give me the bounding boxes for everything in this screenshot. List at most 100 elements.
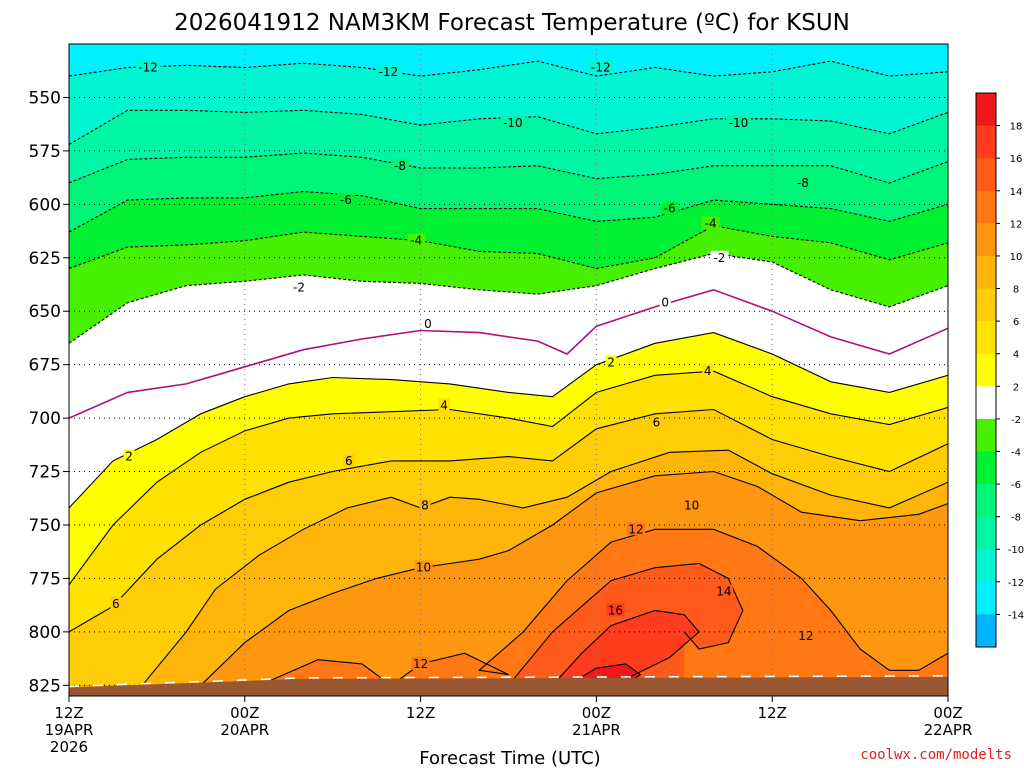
colorbar-swatch [976, 190, 996, 224]
y-tick-label: 750 [29, 516, 61, 536]
isotherm-14 [508, 562, 744, 686]
x-axis: 12Z 19APR 2026 00Z 20APR 12Z 00Z 21APR 12Z 00Z 22A… [45, 696, 973, 756]
chart-title: 2026041912 NAM3KM Forecast Temperature (… [174, 10, 850, 36]
y-tick-label: 675 [29, 356, 61, 376]
credit-text: coolwx.com/modelts [860, 747, 1012, 763]
isotherm--12 [69, 60, 948, 77]
isotherm-6 [69, 408, 948, 633]
y-axis: 550 575 600 625 650 675 700 725 750 775 800 825 [29, 88, 69, 696]
colorbar-swatch [976, 353, 996, 387]
temperature-fill [69, 44, 948, 696]
colorbar-label: 2 [1013, 382, 1019, 393]
colorbar-swatch [976, 321, 996, 355]
colorbar-swatch [976, 93, 996, 127]
contour-label: 0 [661, 296, 669, 310]
colorbar-swatch [976, 581, 996, 615]
x-tick-label: 00Z 22APR [924, 704, 973, 739]
isotherm-2 [69, 332, 948, 509]
contour-labels: -12 -12 -12 -10 -10 -8 -8 -6 -6 -4 -4 -2 -2 0 0 2 2 4 4 6 6 6… [110, 60, 815, 671]
colorbar-swatch [976, 223, 996, 257]
contour-label-bg [407, 233, 426, 247]
x-tick-label: 12Z [406, 704, 435, 722]
contour-label-bg [714, 584, 733, 598]
x-tick-label: 12Z 19APR 2026 [45, 704, 94, 756]
contour-label-bg [793, 175, 812, 189]
contour-label: 16 [608, 603, 623, 617]
colorbar-label: -12 [1008, 578, 1024, 589]
colorbar-swatch [976, 158, 996, 192]
y-tick-label: 725 [29, 463, 61, 483]
isotherm--6 [69, 190, 948, 233]
colorbar-label: 8 [1013, 285, 1019, 296]
y-tick-label: 625 [29, 249, 61, 269]
colorbar-label: -2 [1011, 415, 1021, 426]
colorbar-label: -10 [1008, 545, 1024, 556]
colorbar-swatch [976, 549, 996, 583]
contour-label-bg [343, 453, 355, 467]
colorbar-label: 14 [1010, 187, 1023, 198]
contour-label: -12 [379, 65, 399, 79]
colorbar-swatch [976, 516, 996, 550]
colorbar-swatch [976, 386, 996, 420]
y-tick-label: 700 [29, 409, 61, 429]
colorbar-swatch [976, 288, 996, 322]
contour-label-bg [605, 355, 617, 369]
colorbar-label: 10 [1010, 252, 1023, 263]
contour-label-bg [702, 364, 714, 378]
contour-label: 10 [416, 561, 431, 575]
colorbar-swatch [976, 614, 996, 648]
contour-label: 0 [424, 317, 432, 331]
colorbar-swatch [976, 451, 996, 485]
contour-label: -4 [410, 234, 422, 248]
x-axis-label: Forecast Time (UTC) [419, 748, 600, 768]
contour-label: 6 [653, 415, 661, 429]
contour-label: -8 [394, 159, 406, 173]
contour-label-bg [660, 201, 679, 215]
colorbar: 18 16 14 12 10 8 6 4 2 -2 -4 -6 -8 -10 -12 -14 [975, 92, 1024, 648]
contour-label-bg [123, 449, 135, 463]
contour-label-bg [375, 64, 401, 78]
isotherm--4 [69, 225, 948, 270]
isotherm--2 [69, 252, 948, 344]
colorbar-label: 4 [1013, 350, 1019, 361]
terrain-ground [69, 676, 948, 696]
contour-label-bg [500, 116, 526, 130]
colorbar-swatch [976, 418, 996, 452]
colorbar-label: 6 [1013, 317, 1019, 328]
colorbar-label: 18 [1010, 122, 1023, 133]
contour-label-bg [650, 415, 662, 429]
terrain [69, 675, 948, 696]
contour-label: 6 [345, 454, 353, 468]
contour-label: 4 [440, 398, 448, 412]
contour-label: -12 [138, 61, 158, 75]
colorbar-label: -8 [1011, 513, 1021, 524]
contour-label: -6 [340, 193, 352, 207]
contour-label-bg [422, 317, 434, 331]
y-tick-label: 825 [29, 676, 61, 696]
y-tick-label: 775 [29, 569, 61, 589]
contour-label: 8 [421, 499, 429, 513]
contour-label: -12 [591, 61, 611, 75]
colorbar-swatch [976, 125, 996, 159]
contour-label: 2 [125, 450, 133, 464]
contour-label-bg [682, 498, 701, 512]
contour-label: -10 [503, 116, 523, 130]
colorbar-label: -4 [1011, 447, 1021, 458]
isotherm-4 [69, 370, 948, 586]
isotherm-0 [69, 288, 948, 419]
contour-label-bg [110, 597, 122, 611]
isotherm--8 [69, 152, 948, 184]
y-tick-label: 600 [29, 195, 61, 215]
colorbar-swatch [976, 255, 996, 290]
contour-label: 12 [413, 657, 428, 671]
contour-label-bg [588, 60, 614, 74]
contour-label-bg [135, 60, 161, 74]
contour-label-bg [659, 295, 671, 309]
y-tick-label: 575 [29, 142, 61, 162]
contour-label-bg [438, 398, 450, 412]
contour-label: -4 [705, 217, 717, 231]
contour-label: 12 [798, 629, 813, 643]
contour-label: 14 [716, 584, 731, 598]
x-tick-label: 00Z 20APR [220, 704, 269, 739]
